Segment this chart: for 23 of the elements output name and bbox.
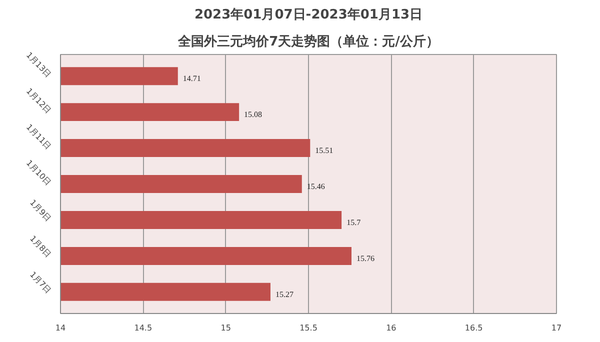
y-tick-label: 1月13日 — [24, 50, 53, 80]
y-tick-label: 1月7日 — [28, 270, 53, 296]
chart-title: 2023年01月07日-2023年01月13日 — [194, 8, 423, 22]
data-label: 14.71 — [182, 74, 201, 84]
y-tick-label: 1月12日 — [24, 86, 53, 116]
data-label: 15.46 — [306, 182, 325, 191]
x-tick-label: 16.5 — [464, 324, 483, 332]
data-label: 15.7 — [346, 218, 361, 227]
x-tick-label: 17 — [551, 324, 562, 332]
data-label: 15.08 — [244, 110, 262, 120]
data-label: 15.51 — [315, 146, 334, 156]
x-tick-label: 16 — [386, 324, 396, 332]
x-tick-label: 15.5 — [300, 324, 318, 332]
x-tick-label: 15 — [220, 324, 231, 332]
y-tick-label: 1月9日 — [28, 198, 53, 224]
chart-subtitle: 全国外三元均价7天走势图（单位：元/公斤） — [177, 34, 439, 50]
data-label: 15.76 — [356, 254, 374, 263]
x-tick-label: 14 — [55, 324, 66, 332]
x-tick-label: 14.5 — [134, 324, 152, 332]
y-tick-label: 1月10日 — [24, 158, 53, 188]
y-tick-label: 1月11日 — [24, 122, 53, 152]
data-label: 15.27 — [275, 290, 294, 299]
y-tick-label: 1月8日 — [28, 234, 53, 260]
